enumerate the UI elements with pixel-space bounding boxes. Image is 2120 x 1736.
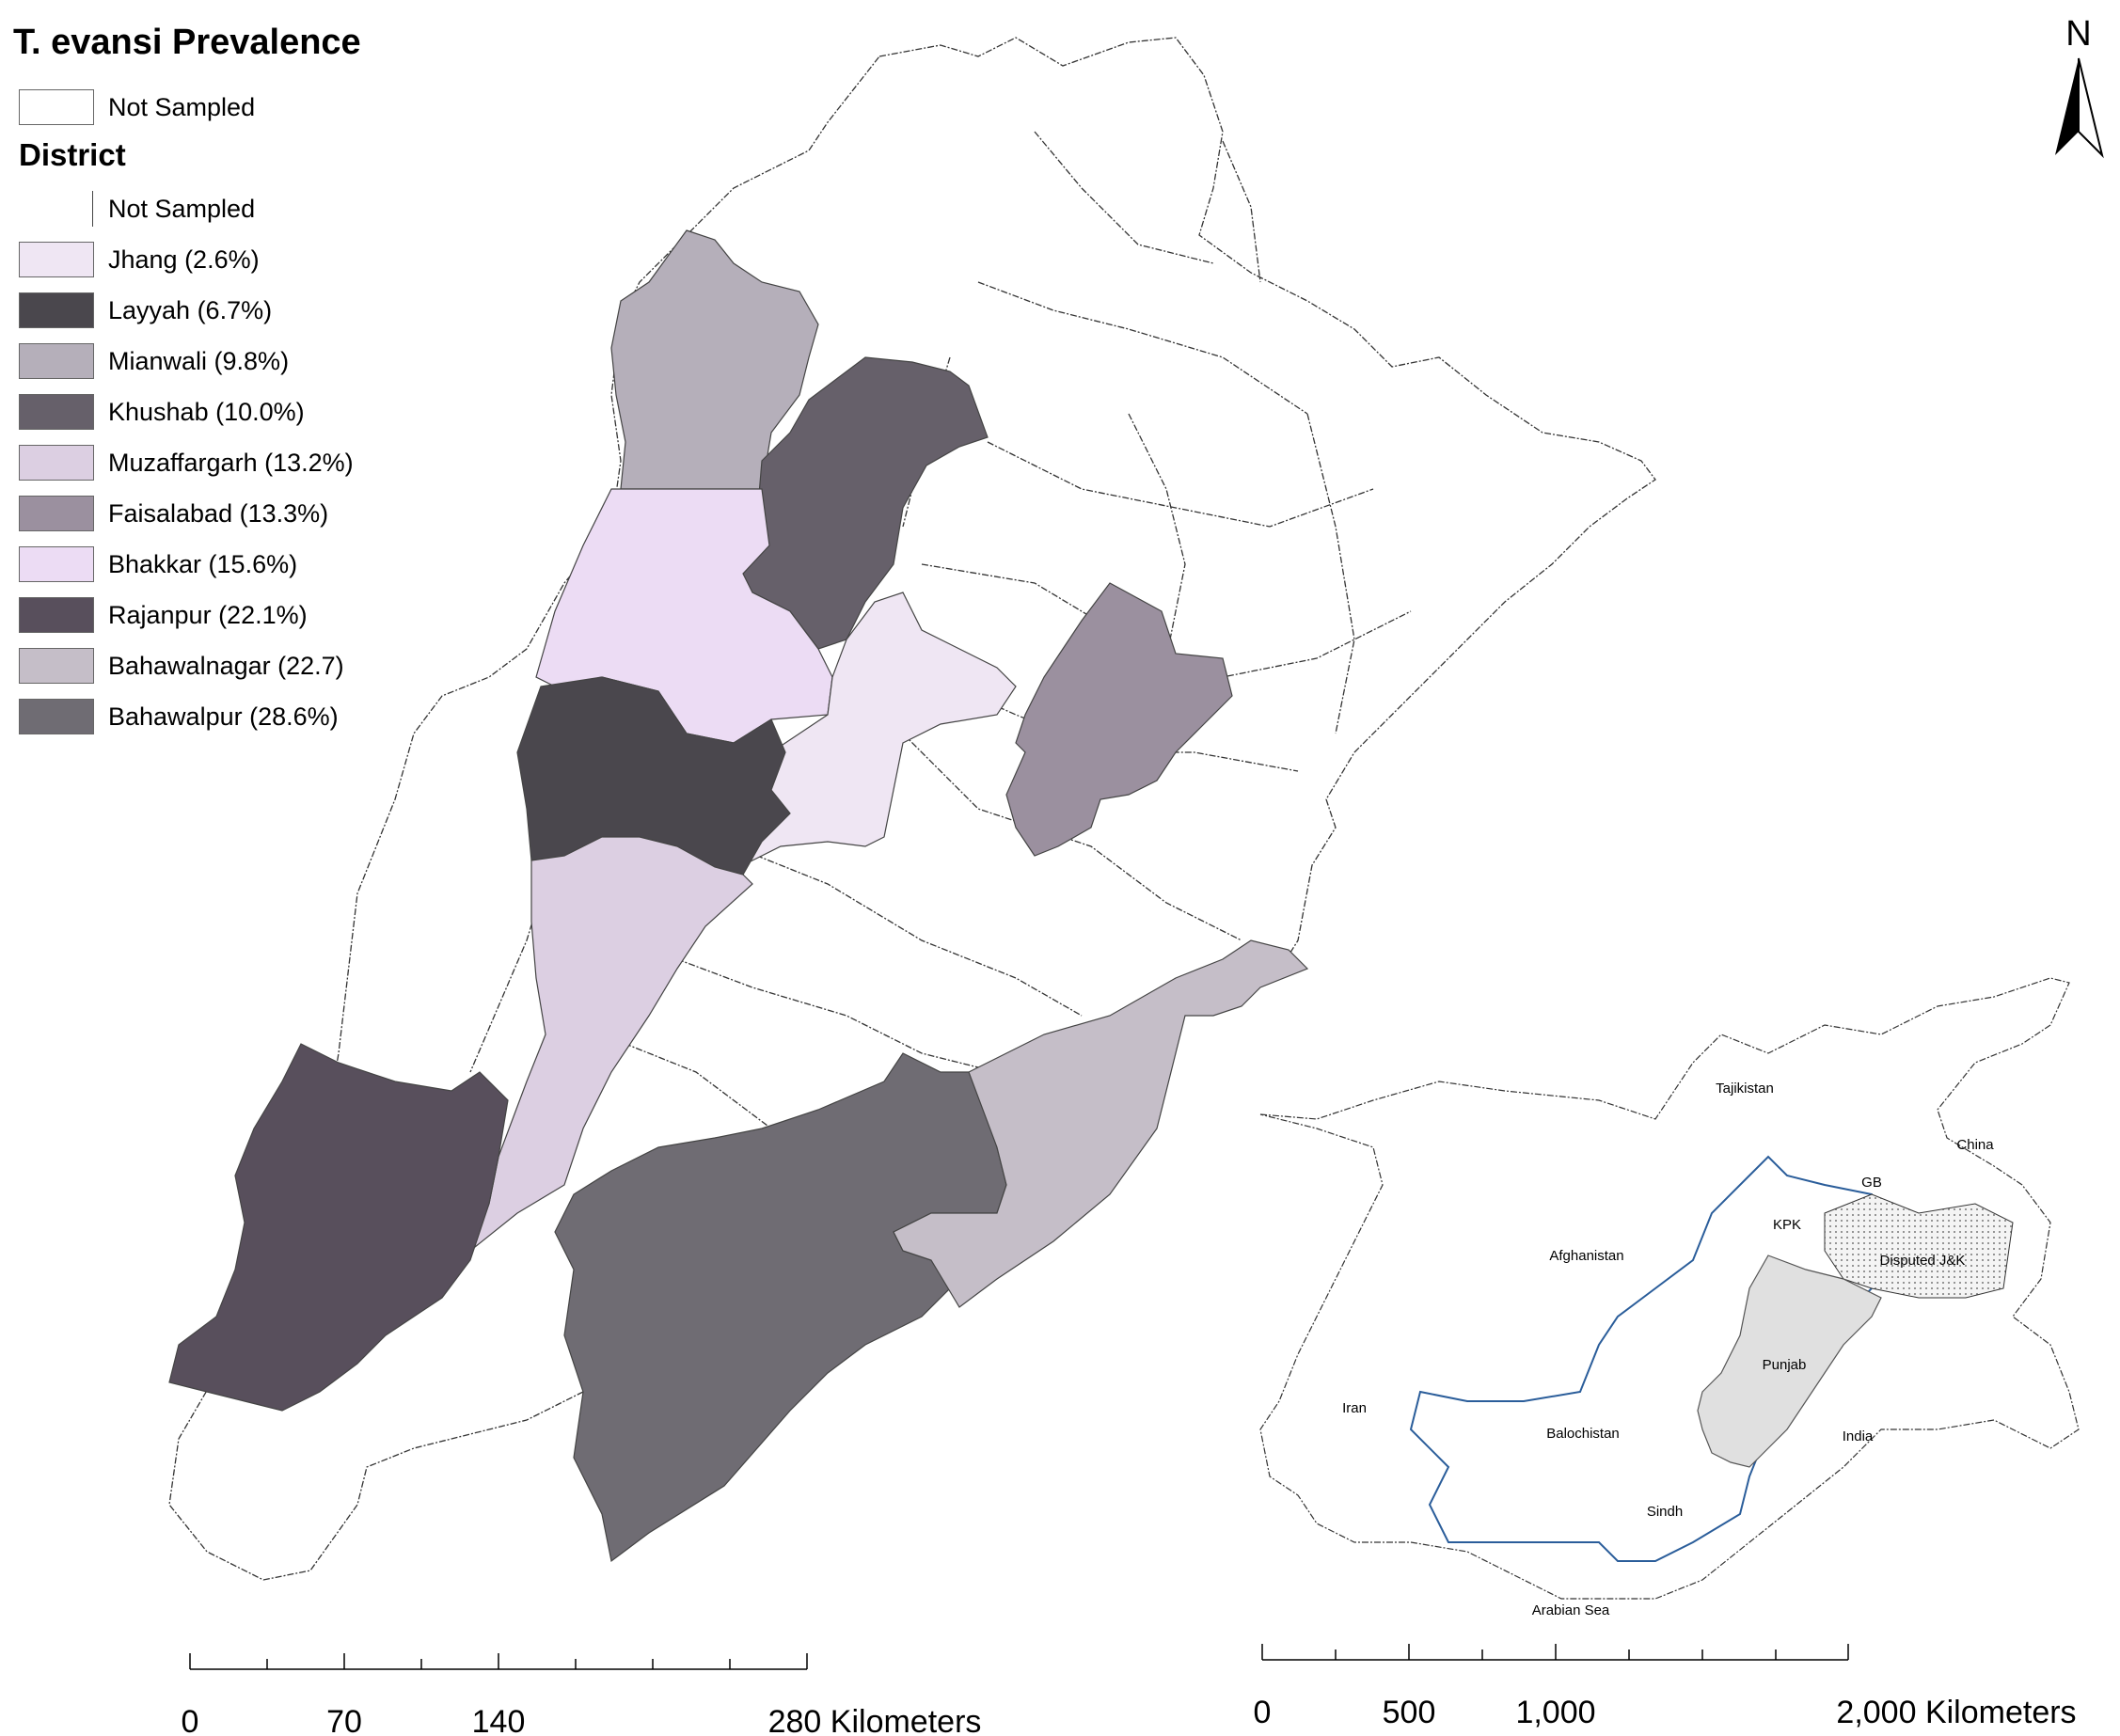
legend-label: Jhang (2.6%) <box>108 245 260 274</box>
legend-label: Not Sampled <box>108 92 256 121</box>
legend-item: Not Sampled <box>19 190 255 228</box>
inset-label-arabian-sea: Arabian Sea <box>1532 1602 1610 1618</box>
scale-inset-tick-1: 500 <box>1383 1695 1436 1730</box>
legend-swatch <box>19 496 94 531</box>
north-arrow: N <box>2055 14 2104 159</box>
legend-label: Bahawalpur (28.6%) <box>108 702 339 731</box>
legend-swatch <box>19 445 94 481</box>
inset-punjab-region <box>1697 1255 1882 1468</box>
inset-label-disputed: Disputed J&K <box>1880 1253 1966 1269</box>
legend-swatch <box>19 89 94 125</box>
legend-label: Not Sampled <box>108 194 256 223</box>
scale-bar-main <box>189 1653 808 1670</box>
legend-swatch <box>19 648 94 684</box>
inset-label-balochistan: Balochistan <box>1546 1426 1620 1442</box>
legend-swatch <box>92 191 94 227</box>
north-arrow-label: N <box>2065 14 2091 54</box>
legend-swatch <box>19 597 94 633</box>
legend-item: Bahawalnagar (22.7) <box>19 647 344 685</box>
legend-item-not-sampled-top: Not Sampled <box>19 88 255 126</box>
legend-swatch <box>19 242 94 277</box>
legend-item: Layyah (6.7%) <box>19 292 272 329</box>
inset-disputed-region <box>1824 1193 2014 1299</box>
district-muzaffargarh <box>468 836 753 1253</box>
legend-item: Jhang (2.6%) <box>19 241 260 278</box>
legend-swatch <box>19 292 94 328</box>
legend-item: Mianwali (9.8%) <box>19 342 289 380</box>
inset-label-tajikistan: Tajikistan <box>1716 1081 1774 1097</box>
district-rajanpur <box>168 1043 509 1412</box>
inset-label-gb: GB <box>1861 1175 1882 1191</box>
legend-item: Bhakkar (15.6%) <box>19 545 297 583</box>
legend-swatch <box>19 546 94 582</box>
legend-swatch <box>19 343 94 379</box>
legend-district-heading: District <box>19 137 126 172</box>
scale-inset-tick-0: 0 <box>1254 1695 1272 1730</box>
legend-item: Bahawalpur (28.6%) <box>19 698 339 735</box>
legend-item: Rajanpur (22.1%) <box>19 596 308 634</box>
legend-item: Khushab (10.0%) <box>19 393 305 431</box>
legend-label: Khushab (10.0%) <box>108 397 305 426</box>
scale-main-tick-3: 280 Kilometers <box>768 1704 982 1736</box>
inset-label-sindh: Sindh <box>1647 1504 1683 1520</box>
scale-main-tick-2: 140 <box>472 1704 526 1736</box>
district-bahawalnagar <box>893 939 1309 1308</box>
legend-label: Rajanpur (22.1%) <box>108 600 308 629</box>
legend-swatch <box>19 394 94 430</box>
legend-label: Muzaffargarh (13.2%) <box>108 448 354 477</box>
district-mianwali <box>610 229 819 490</box>
legend-label: Bhakkar (15.6%) <box>108 549 298 578</box>
inset-label-kpk: KPK <box>1773 1217 1801 1233</box>
inset-map: Tajikistan China GB KPK Afghanistan Disp… <box>1259 977 2080 1618</box>
legend-item: Faisalabad (13.3%) <box>19 495 328 532</box>
inset-label-punjab: Punjab <box>1763 1357 1807 1373</box>
inset-label-india: India <box>1843 1428 1874 1444</box>
scale-main-tick-0: 0 <box>182 1704 199 1736</box>
legend-item: Muzaffargarh (13.2%) <box>19 444 354 481</box>
scale-inset-tick-3: 2,000 Kilometers <box>1836 1695 2076 1730</box>
legend-swatch <box>19 699 94 734</box>
district-khushab <box>733 356 989 650</box>
scale-inset-tick-2: 1,000 <box>1515 1695 1595 1730</box>
legend-label: Mianwali (9.8%) <box>108 346 290 375</box>
inset-label-iran: Iran <box>1342 1400 1367 1416</box>
inset-label-china: China <box>1956 1137 1994 1153</box>
scale-main-tick-1: 70 <box>326 1704 362 1736</box>
legend-label: Faisalabad (13.3%) <box>108 498 329 528</box>
scale-bar-inset <box>1261 1644 1849 1661</box>
legend-label: Bahawalnagar (22.7) <box>108 651 344 680</box>
legend-label: Layyah (6.7%) <box>108 295 273 324</box>
legend-title: T. evansi Prevalence <box>13 23 361 62</box>
inset-label-afghanistan: Afghanistan <box>1549 1248 1623 1264</box>
district-faisalabad <box>1005 582 1233 857</box>
